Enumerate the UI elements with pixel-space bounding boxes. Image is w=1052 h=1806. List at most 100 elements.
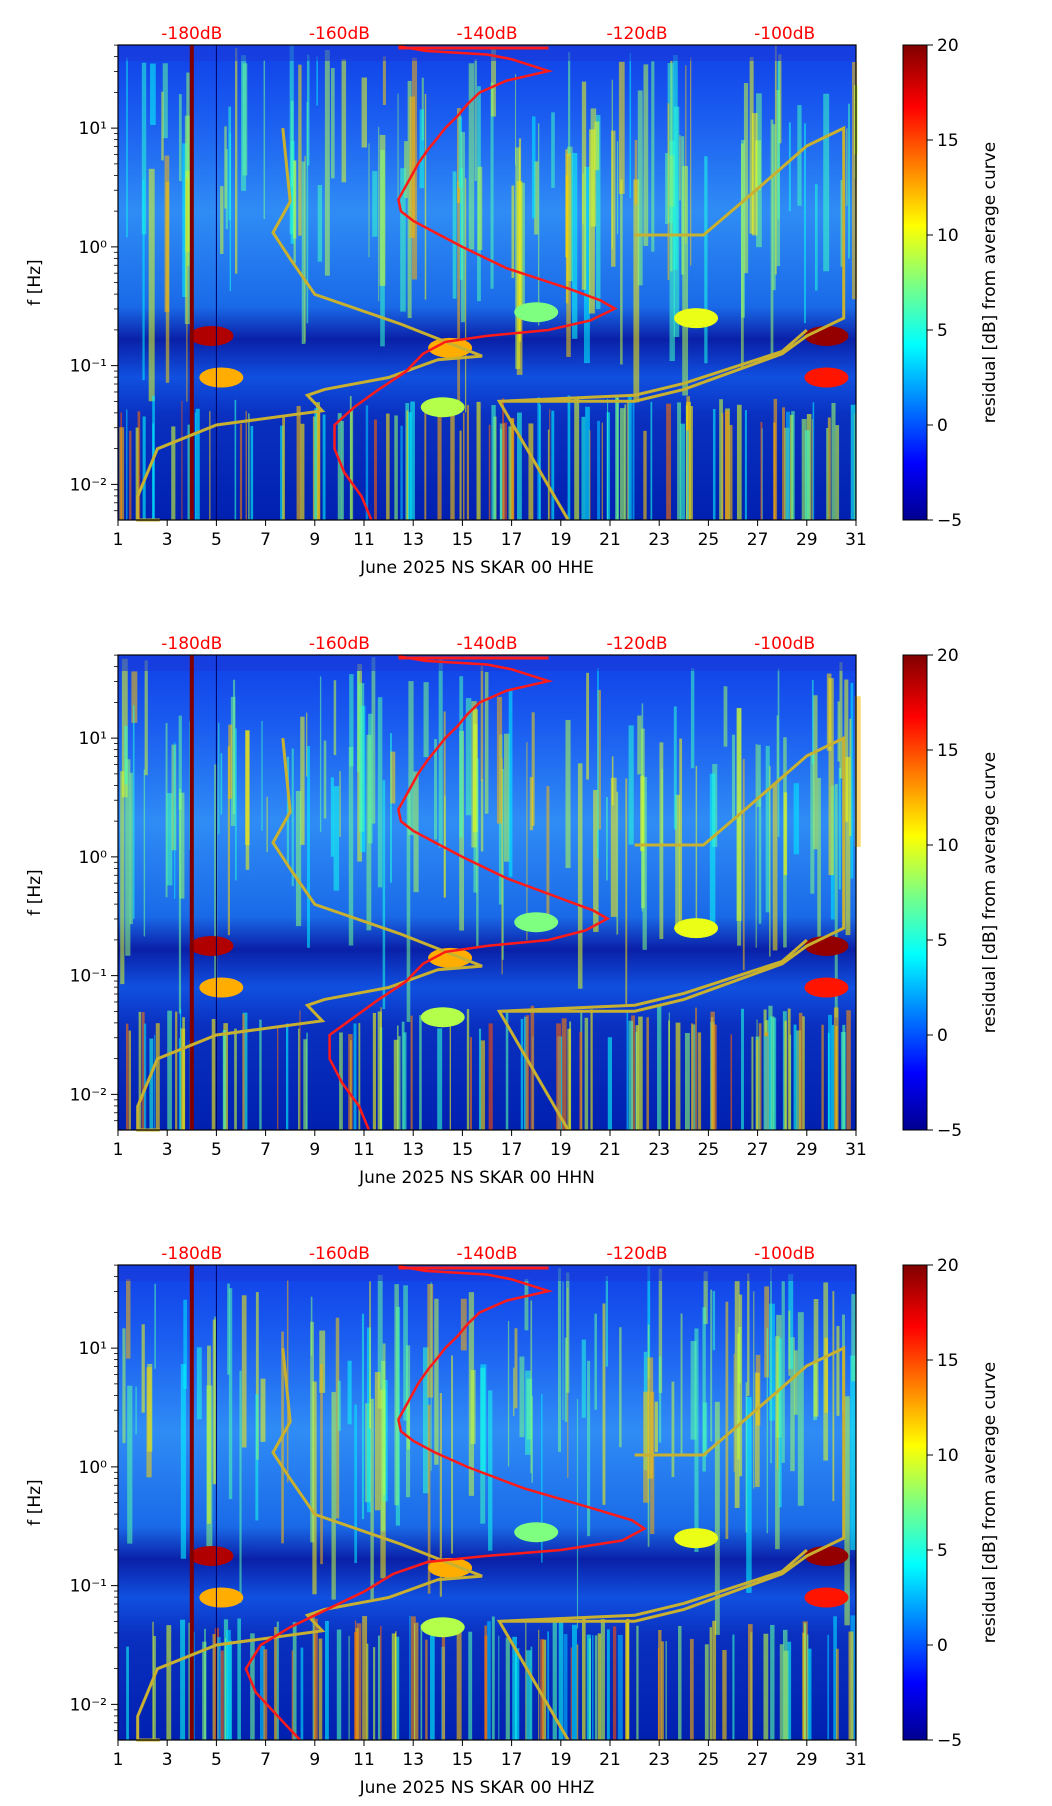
- heatmap-hotspot: [420, 1007, 465, 1028]
- heatmap-streak: [220, 1650, 224, 1740]
- heatmap-streak: [627, 395, 632, 520]
- heatmap-streak: [437, 397, 442, 520]
- heatmap-streak: [556, 1023, 561, 1130]
- heatmap-streak: [734, 1281, 740, 1508]
- heatmap-hf-band: [118, 1265, 856, 1281]
- x-axis-label: June 2025 NS SKAR 00 HHN: [358, 1168, 595, 1188]
- heatmap-streak: [531, 712, 535, 826]
- heatmap-streak: [804, 1623, 807, 1740]
- heatmap-streak: [298, 1028, 300, 1130]
- heatmap-streak: [628, 725, 634, 845]
- heatmap-streak: [391, 1633, 397, 1740]
- heatmap-streak: [314, 1618, 318, 1740]
- heatmap-streak: [131, 671, 138, 723]
- heatmap-streak: [570, 1647, 572, 1740]
- heatmap-streak: [237, 1618, 241, 1740]
- outage-line: [189, 655, 194, 1130]
- heatmap-streak: [410, 401, 415, 520]
- colorbar-label: residual [dB] from average curve: [980, 142, 1000, 423]
- heatmap-streak: [488, 1023, 493, 1130]
- colorbar: 20 15 10 5 0 −5 residual [dB] from average cur…: [902, 646, 1000, 1141]
- heatmap-streak: [625, 778, 628, 1005]
- heatmap-streak: [772, 124, 776, 291]
- x-tick-label: 21: [599, 1750, 621, 1770]
- heatmap-streak: [743, 83, 749, 274]
- heatmap-hotspot: [674, 1528, 719, 1549]
- heatmap-streak: [260, 1378, 266, 1442]
- heatmap-streak: [211, 1018, 216, 1130]
- heatmap-streak: [694, 1328, 699, 1552]
- x-tick-label: 29: [796, 1140, 818, 1160]
- heatmap-streak: [629, 53, 632, 198]
- colorbar-label: residual [dB] from average curve: [980, 1362, 1000, 1643]
- heatmap-streak: [142, 416, 146, 520]
- heatmap-streak: [395, 1636, 400, 1740]
- heatmap-streak: [769, 1016, 775, 1130]
- x-tick-label: 11: [353, 1140, 375, 1160]
- heatmap-hotspot: [674, 308, 719, 329]
- heatmap-streak: [347, 1360, 352, 1425]
- heatmap-streak: [723, 686, 728, 747]
- heatmap-streak: [682, 166, 689, 396]
- heatmap-streak: [404, 141, 408, 199]
- db-scale-label: -140dB: [456, 1244, 517, 1264]
- heatmap-hotspot: [428, 337, 473, 358]
- heatmap-streak: [584, 1017, 589, 1130]
- heatmap-streak: [808, 1648, 812, 1740]
- heatmap-streak: [491, 405, 496, 520]
- heatmap-streak: [298, 64, 302, 236]
- heatmap-streak: [451, 1355, 453, 1554]
- heatmap-streak: [234, 1028, 237, 1130]
- x-tick-label: 29: [796, 530, 818, 550]
- heatmap-streak: [144, 660, 148, 776]
- heatmap-streak: [306, 1032, 308, 1130]
- heatmap-streak: [336, 1629, 342, 1740]
- heatmap-streak: [441, 1636, 446, 1740]
- heatmap-streak: [365, 405, 369, 520]
- heatmap-streak: [227, 746, 231, 936]
- heatmap-streak: [597, 689, 601, 830]
- heatmap-streak: [330, 68, 335, 179]
- heatmap-streak: [680, 423, 685, 520]
- heatmap-streak: [746, 1397, 752, 1593]
- heatmap-streak: [561, 1018, 567, 1130]
- heatmap-streak: [712, 1620, 717, 1740]
- heatmap-streak: [566, 1272, 570, 1393]
- heatmap-streak: [590, 1009, 593, 1130]
- heatmap-streak: [505, 1637, 510, 1740]
- db-scale-label: -120dB: [607, 634, 668, 654]
- y-axis-label: f [Hz]: [25, 259, 45, 305]
- heatmap-streak: [658, 1356, 662, 1443]
- heatmap-streak: [836, 1648, 839, 1740]
- y-tick-label: 10⁻²: [70, 1085, 107, 1105]
- heatmap-streak: [551, 112, 555, 188]
- heatmap-streak: [677, 402, 682, 520]
- heatmap-streak: [624, 404, 627, 520]
- heatmap-streak: [725, 1301, 729, 1539]
- heatmap-streak: [758, 796, 762, 924]
- heatmap-streak: [765, 745, 770, 913]
- heatmap-streak: [618, 61, 625, 194]
- heatmap-streak: [422, 1347, 429, 1494]
- heatmap-streak: [597, 420, 601, 520]
- heatmap-streak: [793, 783, 800, 855]
- panel-1: 1 3 5 7 9 11 13 15 17 19 21 23 25 27 29 3110⁻²10⁻¹10⁰10…: [25, 24, 1000, 578]
- heatmap-streak: [380, 1625, 382, 1740]
- x-tick-label: 7: [260, 530, 271, 550]
- heatmap-streak: [787, 1641, 792, 1740]
- x-tick-label: 27: [747, 1750, 769, 1770]
- heatmap-streak: [828, 1014, 833, 1130]
- heatmap-streak: [178, 1038, 180, 1130]
- heatmap-streak: [666, 403, 672, 520]
- heatmap-streak: [476, 401, 481, 520]
- heatmap-streak: [333, 680, 337, 756]
- heatmap-streak: [678, 1626, 682, 1740]
- heatmap-streak: [171, 744, 177, 851]
- heatmap-streak: [362, 1616, 368, 1740]
- heatmap-streak: [594, 1313, 597, 1410]
- heatmap-streak: [286, 1279, 289, 1483]
- heatmap-streak: [520, 1018, 524, 1130]
- heatmap-streak: [174, 742, 176, 899]
- heatmap-streak: [484, 1625, 487, 1740]
- heatmap-streak: [408, 681, 414, 836]
